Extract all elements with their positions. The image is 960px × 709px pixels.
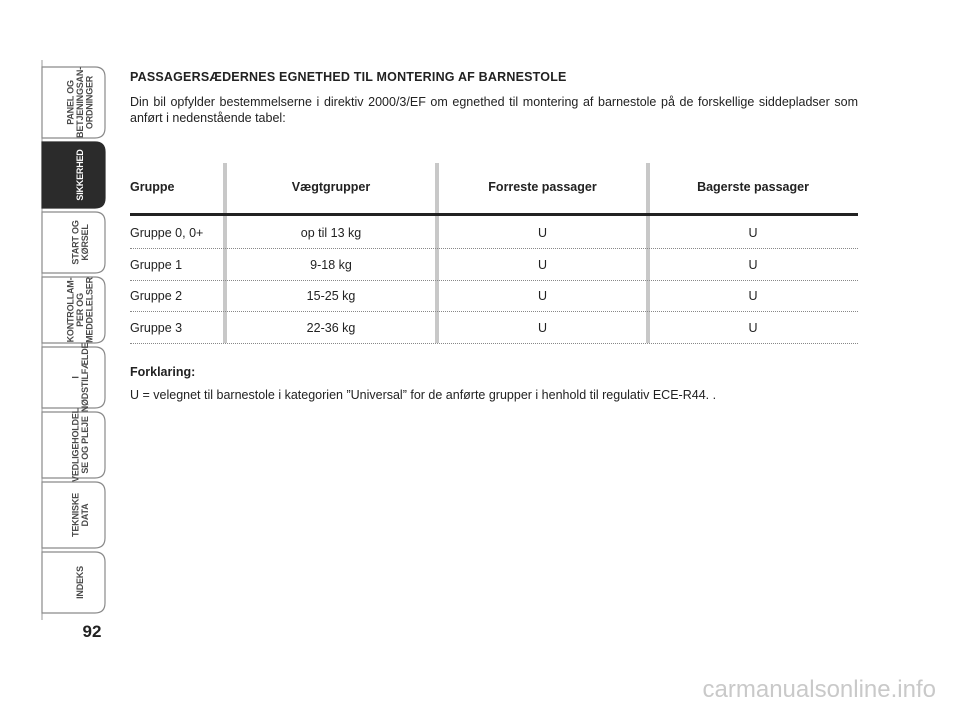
tab-label-line: SE OG PLEJE: [80, 416, 90, 474]
tab-label-line: I: [70, 376, 80, 378]
table-cell: Gruppe 3: [130, 320, 183, 335]
sidebar-tab[interactable]: START OGKØRSEL: [41, 211, 106, 274]
table-cell: Gruppe 2: [130, 289, 183, 303]
sidebar-tab[interactable]: PANEL OGBETJENINGSAN-ORDNINGER: [41, 66, 106, 139]
tab-label-line: KØRSEL: [80, 224, 90, 261]
tab-label-line: PER OG: [75, 293, 85, 327]
table-cell: U: [537, 289, 548, 303]
table: Gruppe Vægtgrupper Forreste passager Bagers…: [130, 163, 858, 344]
tab-label: START OGKØRSEL: [70, 220, 90, 264]
table-cell: U: [748, 289, 758, 303]
table-cell: Gruppe 0, 0+: [130, 226, 204, 240]
heading: PASSAGERSÆDERNES EGNETHED TIL MONTERING …: [130, 70, 567, 84]
tab-label: INDEKS: [75, 566, 85, 599]
header-cell: Vægtgrupper: [291, 180, 371, 194]
tab-label-line: NØDSTILFÆLDE: [80, 343, 90, 413]
watermark: carmanualsonline.info: [702, 676, 936, 703]
tab-label-line: TEKNISKE: [70, 493, 80, 537]
tab-label: PANEL OGBETJENINGSAN-ORDNINGER: [66, 67, 95, 138]
table-cell: U: [537, 226, 548, 240]
table-cell: U: [748, 226, 758, 240]
column-separator: [646, 163, 650, 343]
tab-label: SIKKERHED: [75, 149, 85, 201]
tab-label: VEDLIGEHOLDELSE OG PLEJE: [70, 407, 90, 482]
tab-label: TEKNISKEDATA: [70, 493, 90, 537]
sidebar-tab[interactable]: INDEKS: [41, 551, 106, 614]
table-cell: U: [537, 257, 548, 272]
tab-shape: [41, 481, 106, 549]
tab-label-line: DATA: [80, 503, 90, 527]
page-number: 92: [82, 622, 102, 641]
tab-label-line: INDEKS: [75, 566, 85, 599]
tab-shape: [41, 141, 106, 209]
header-cell: Bagerste passager: [697, 180, 809, 194]
table-cell: U: [537, 320, 548, 335]
sidebar-tab[interactable]: VEDLIGEHOLDELSE OG PLEJE: [41, 407, 106, 482]
tab-shape: [41, 276, 106, 344]
table-cell: 22-36 kg: [306, 320, 356, 335]
table-cell: 15-25 kg: [306, 289, 356, 303]
tab-label-line: PANEL OG: [66, 80, 76, 125]
tab-shape: [41, 211, 106, 274]
intro: Din bil opfylder bestemmelserne i direkt…: [130, 95, 858, 125]
table-cell: U: [748, 257, 758, 272]
header-cell: Gruppe: [130, 180, 175, 194]
table-cell: U: [748, 320, 758, 335]
tab-label-line: BETJENINGSAN-: [75, 67, 85, 138]
sidebar-tab[interactable]: SIKKERHED: [41, 141, 106, 209]
table-cell: op til 13 kg: [300, 226, 362, 240]
sidebar-tab[interactable]: KONTROLLAM-PER OGMEDDELELSER: [41, 276, 106, 344]
header-cell: Forreste passager: [488, 180, 597, 194]
table-cell: 9-18 kg: [310, 257, 352, 272]
row-rule: [130, 279, 858, 281]
row-rule: [130, 311, 858, 312]
tab-label-line: VEDLIGEHOLDEL: [70, 407, 80, 482]
tab-shape: [41, 411, 106, 479]
row-rule: [130, 342, 858, 344]
tab-shape: [41, 66, 106, 139]
legend-text: U = velegnet til barnestole i kategorien…: [130, 388, 717, 402]
tab-label-line: KONTROLLAM-: [66, 277, 76, 342]
column-separator: [435, 163, 439, 343]
tab-label: INØDSTILFÆLDE: [70, 343, 90, 413]
tab-label-line: MEDDELELSER: [85, 276, 95, 343]
tab-label-line: START OG: [70, 220, 80, 264]
column-separator: [223, 163, 227, 343]
tab-label-line: SIKKERHED: [75, 149, 85, 201]
table-cell: Gruppe 1: [130, 257, 183, 272]
legend-title: Forklaring:: [130, 365, 196, 379]
row-rule: [130, 248, 858, 249]
sidebar-tab[interactable]: INØDSTILFÆLDE: [41, 343, 106, 413]
tab-label-line: ORDNINGER: [85, 75, 95, 129]
sidebar-tab[interactable]: TEKNISKEDATA: [41, 481, 106, 549]
sidebar: PANEL OGBETJENINGSAN-ORDNINGER SIKKERHED S…: [41, 60, 106, 620]
header-rule: [130, 213, 858, 216]
tab-shape: [41, 551, 106, 614]
tab-label: KONTROLLAM-PER OGMEDDELELSER: [66, 276, 95, 343]
tab-shape: [41, 346, 106, 409]
